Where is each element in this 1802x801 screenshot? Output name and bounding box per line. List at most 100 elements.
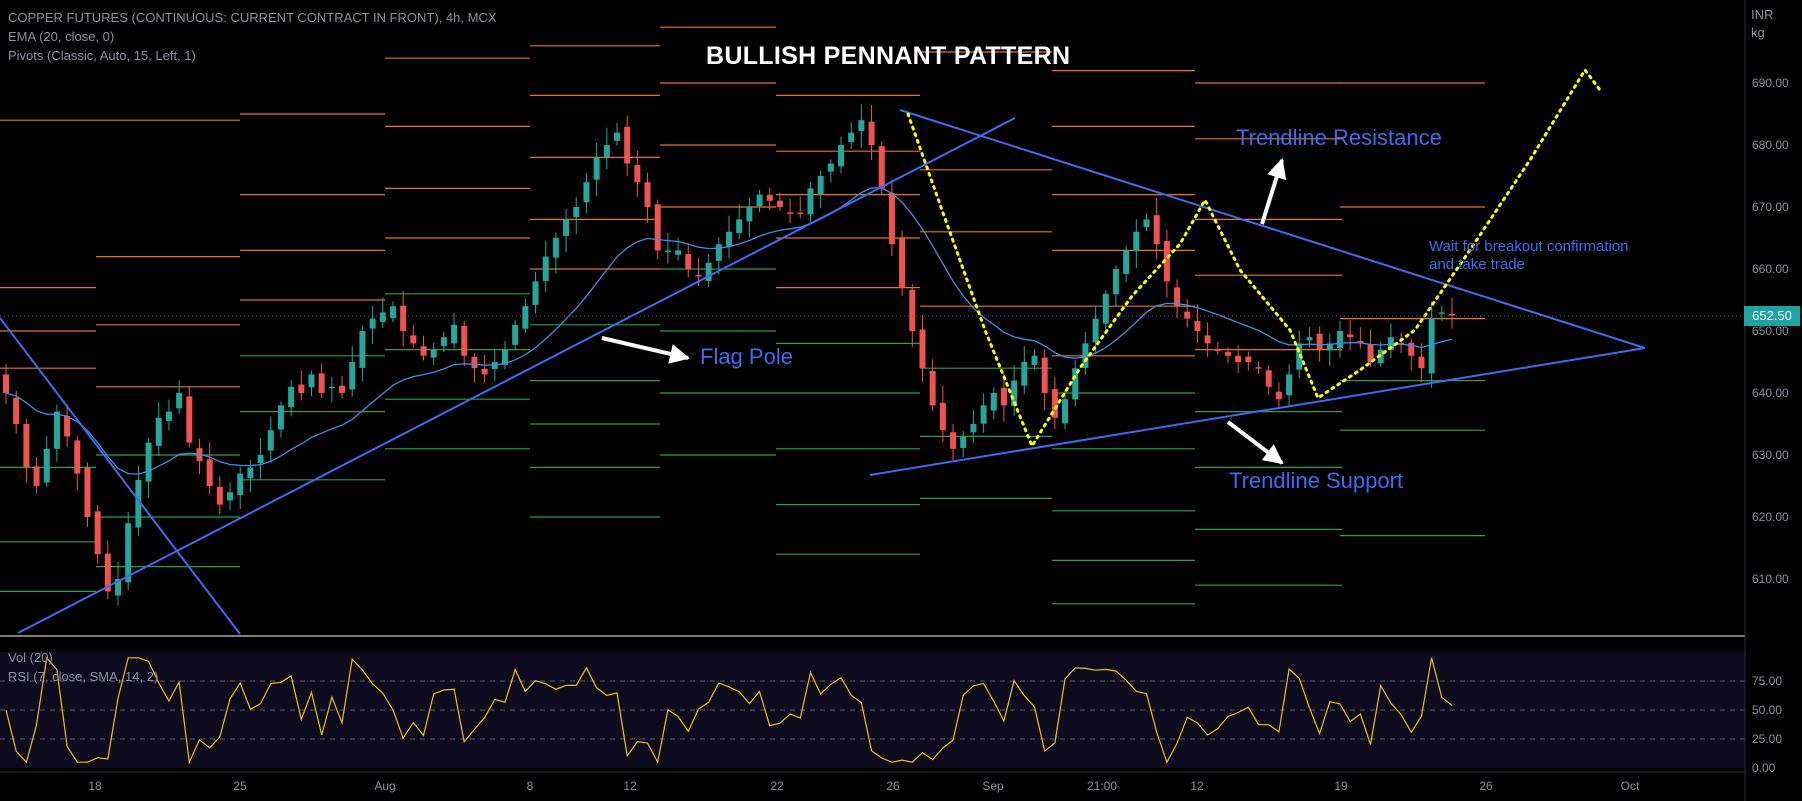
candle-body bbox=[1449, 313, 1455, 316]
candle-body bbox=[196, 448, 203, 462]
candle-body bbox=[257, 455, 264, 463]
time-tick-label: 26 bbox=[1479, 779, 1493, 793]
candle-body bbox=[104, 553, 111, 592]
candle-body bbox=[746, 207, 753, 222]
time-tick-label: 26 bbox=[886, 779, 900, 793]
candle-body bbox=[318, 373, 325, 393]
candle-body bbox=[125, 523, 132, 583]
ema-label[interactable]: EMA (20, close, 0) bbox=[8, 29, 115, 44]
candle-body bbox=[1174, 287, 1181, 307]
trendline-1 bbox=[0, 317, 241, 635]
candle-body bbox=[756, 194, 763, 207]
breakout-note-line2: and take trade bbox=[1429, 256, 1525, 273]
resistance-label: Trendline Resistance bbox=[1236, 125, 1442, 150]
rsi-tick-label: 25.00 bbox=[1752, 732, 1782, 746]
candle-body bbox=[1265, 370, 1272, 387]
rsi-tick-label: 50.00 bbox=[1752, 703, 1782, 717]
candle-body bbox=[797, 212, 804, 215]
candle-body bbox=[389, 306, 396, 319]
chart-title: BULLISH PENNANT PATTERN bbox=[706, 42, 1071, 70]
candle-body bbox=[1062, 399, 1069, 424]
candle-body bbox=[1051, 389, 1058, 418]
breakout-note-line1: Wait for breakout confirmation bbox=[1429, 238, 1629, 255]
time-tick-label: 22 bbox=[770, 779, 784, 793]
candle-body bbox=[776, 200, 783, 207]
candle-body bbox=[603, 145, 610, 157]
candle-body bbox=[1214, 349, 1221, 351]
candle-body bbox=[1072, 368, 1079, 400]
pivots-label[interactable]: Pivots (Classic, Auto, 15, Left, 1) bbox=[8, 48, 196, 63]
candle-body bbox=[1286, 374, 1293, 396]
candle-body bbox=[858, 120, 865, 132]
candle-body bbox=[1112, 269, 1119, 295]
candle-body bbox=[53, 411, 60, 449]
candle-body bbox=[1347, 334, 1354, 338]
candle-body bbox=[685, 254, 692, 269]
candle-body bbox=[430, 349, 437, 358]
candle-body bbox=[1428, 318, 1435, 374]
arrow-resistance bbox=[1260, 158, 1287, 225]
candle-body bbox=[1408, 342, 1415, 356]
candle-body bbox=[766, 194, 773, 201]
candle-body bbox=[644, 182, 651, 207]
indicator-legend: Vol (20) RSI (7, close, SMA, 14, 2) bbox=[8, 648, 158, 686]
candle-body bbox=[308, 374, 315, 388]
candle-body bbox=[1255, 367, 1262, 369]
candle-body bbox=[1163, 241, 1170, 282]
candle-body bbox=[1133, 231, 1140, 252]
chart-legend: COPPER FUTURES (CONTINUOUS: CURRENT CONT… bbox=[8, 8, 496, 65]
candle-body bbox=[216, 486, 223, 505]
annotation-arrows bbox=[601, 158, 1287, 465]
price-tick-label: 610.00 bbox=[1752, 572, 1789, 586]
candle-body bbox=[64, 415, 71, 437]
candle-body bbox=[787, 212, 794, 214]
candle-body bbox=[583, 182, 590, 203]
candle-body bbox=[1204, 335, 1211, 344]
symbol-label[interactable]: COPPER FUTURES (CONTINUOUS: CURRENT CONT… bbox=[8, 10, 497, 25]
candle-body bbox=[440, 337, 447, 346]
projected-path-line bbox=[906, 67, 1602, 450]
price-tick-label: 690.00 bbox=[1752, 76, 1789, 90]
rsi-panel bbox=[0, 652, 1745, 768]
trendline-3 bbox=[869, 347, 1646, 476]
candle-body bbox=[960, 436, 967, 448]
candle-body bbox=[1367, 343, 1374, 362]
rsi-label[interactable]: RSI (7, close, SMA, 14, 2) bbox=[8, 669, 159, 684]
arrow-flag-pole bbox=[601, 336, 690, 364]
candle-body bbox=[339, 385, 346, 393]
candles bbox=[3, 104, 1455, 606]
candle-body bbox=[552, 238, 559, 258]
candle-body bbox=[186, 396, 193, 443]
trendlines[interactable] bbox=[0, 109, 1646, 635]
candle-body bbox=[939, 402, 946, 431]
price-tick-label: 620.00 bbox=[1752, 510, 1789, 524]
candle-body bbox=[359, 331, 366, 368]
candle-body bbox=[817, 176, 824, 195]
candle-body bbox=[990, 393, 997, 411]
candle-body bbox=[155, 417, 162, 446]
candle-body bbox=[888, 192, 895, 245]
ema-line bbox=[5, 187, 1453, 475]
volume-label[interactable]: Vol (20) bbox=[8, 650, 53, 665]
candle-body bbox=[43, 448, 50, 483]
ema-line-path bbox=[5, 187, 1453, 475]
candle-body bbox=[277, 405, 284, 430]
candle-body bbox=[593, 157, 600, 180]
candle-body bbox=[664, 250, 671, 252]
candle-body bbox=[929, 370, 936, 406]
candle-body bbox=[1011, 380, 1018, 407]
candle-body bbox=[909, 289, 916, 331]
candle-body bbox=[838, 145, 845, 167]
time-tick-label: 12 bbox=[623, 779, 637, 793]
candle-body bbox=[1245, 356, 1252, 362]
candle-body bbox=[1438, 312, 1445, 314]
candle-body bbox=[736, 219, 743, 234]
candle-body bbox=[542, 256, 549, 281]
candle-body bbox=[573, 207, 580, 218]
rsi-tick-label: 0.00 bbox=[1752, 761, 1776, 775]
candle-body bbox=[563, 219, 570, 236]
candle-body bbox=[1082, 343, 1089, 368]
candle-body bbox=[868, 121, 875, 145]
